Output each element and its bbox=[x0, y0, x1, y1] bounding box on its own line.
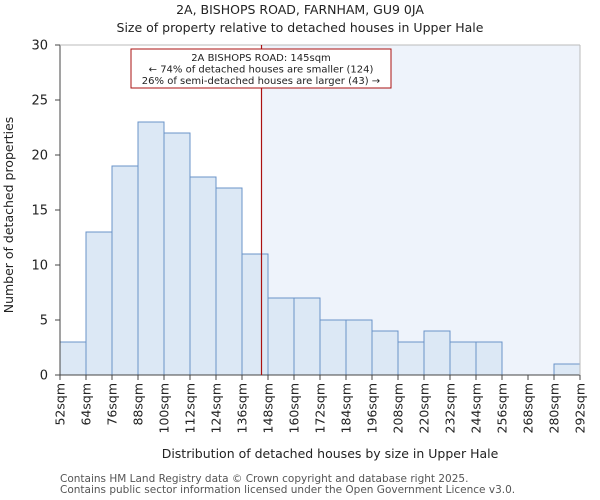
x-tick-label: 100sqm bbox=[157, 383, 172, 433]
annotation-smaller: ← 74% of detached houses are smaller (12… bbox=[149, 65, 374, 76]
x-tick-label: 88sqm bbox=[131, 383, 146, 426]
x-tick-label: 184sqm bbox=[339, 383, 354, 433]
x-tick-label: 64sqm bbox=[79, 383, 94, 426]
x-tick-label: 172sqm bbox=[313, 383, 328, 433]
histogram-bar bbox=[111, 165, 139, 376]
histogram-bar bbox=[163, 132, 191, 376]
y-tick-label: 25 bbox=[31, 94, 48, 109]
histogram-bar bbox=[371, 330, 399, 376]
histogram-bar bbox=[189, 176, 217, 376]
histogram-bar bbox=[553, 363, 581, 376]
x-tick-label: 112sqm bbox=[183, 383, 198, 433]
histogram-bar bbox=[59, 341, 87, 376]
histogram-bar bbox=[85, 231, 113, 376]
x-tick-label: 148sqm bbox=[261, 383, 276, 433]
chart-title: 2A, BISHOPS ROAD, FARNHAM, GU9 0JA bbox=[176, 2, 424, 17]
annotation-box bbox=[130, 48, 392, 89]
x-tick-label: 232sqm bbox=[443, 383, 458, 433]
y-tick-label: 5 bbox=[40, 314, 48, 329]
histogram-bar bbox=[319, 319, 347, 376]
histogram-bar bbox=[345, 319, 373, 376]
x-tick-label: 76sqm bbox=[105, 383, 120, 426]
x-tick-label: 244sqm bbox=[469, 383, 484, 433]
histogram-bar bbox=[449, 341, 477, 376]
histogram-bar bbox=[293, 297, 321, 376]
y-axis-title: Number of detached properties bbox=[1, 117, 16, 314]
histogram-bar bbox=[241, 253, 269, 376]
histogram-bar bbox=[397, 341, 425, 376]
x-tick-label: 220sqm bbox=[417, 383, 432, 433]
footer-copyright: Contains HM Land Registry data © Crown c… bbox=[60, 473, 469, 485]
x-tick-label: 124sqm bbox=[209, 383, 224, 433]
y-tick-label: 10 bbox=[31, 259, 48, 274]
footer-licence: Contains public sector information licen… bbox=[60, 484, 516, 496]
annotation-title: 2A BISHOPS ROAD: 145sqm bbox=[191, 53, 331, 64]
histogram-bar bbox=[267, 297, 295, 376]
annotation-larger: 26% of semi-detached houses are larger (… bbox=[142, 76, 380, 87]
x-tick-label: 292sqm bbox=[573, 383, 588, 433]
x-tick-label: 268sqm bbox=[521, 383, 536, 433]
y-tick-label: 15 bbox=[31, 204, 48, 219]
x-tick-label: 280sqm bbox=[547, 383, 562, 433]
x-tick-label: 52sqm bbox=[53, 383, 68, 426]
histogram-bar bbox=[215, 187, 243, 376]
y-tick-label: 30 bbox=[31, 39, 48, 54]
y-tick-label: 20 bbox=[31, 149, 48, 164]
histogram-bar bbox=[137, 121, 165, 376]
x-tick-label: 160sqm bbox=[287, 383, 302, 433]
y-tick-label: 0 bbox=[40, 369, 48, 384]
histogram-bar bbox=[475, 341, 503, 376]
x-axis-title: Distribution of detached houses by size … bbox=[162, 446, 499, 461]
x-tick-label: 136sqm bbox=[235, 383, 250, 433]
x-tick-label: 256sqm bbox=[495, 383, 510, 433]
x-tick-label: 208sqm bbox=[391, 383, 406, 433]
chart-subtitle: Size of property relative to detached ho… bbox=[116, 20, 484, 35]
x-tick-label: 196sqm bbox=[365, 383, 380, 433]
histogram-bar bbox=[423, 330, 451, 376]
